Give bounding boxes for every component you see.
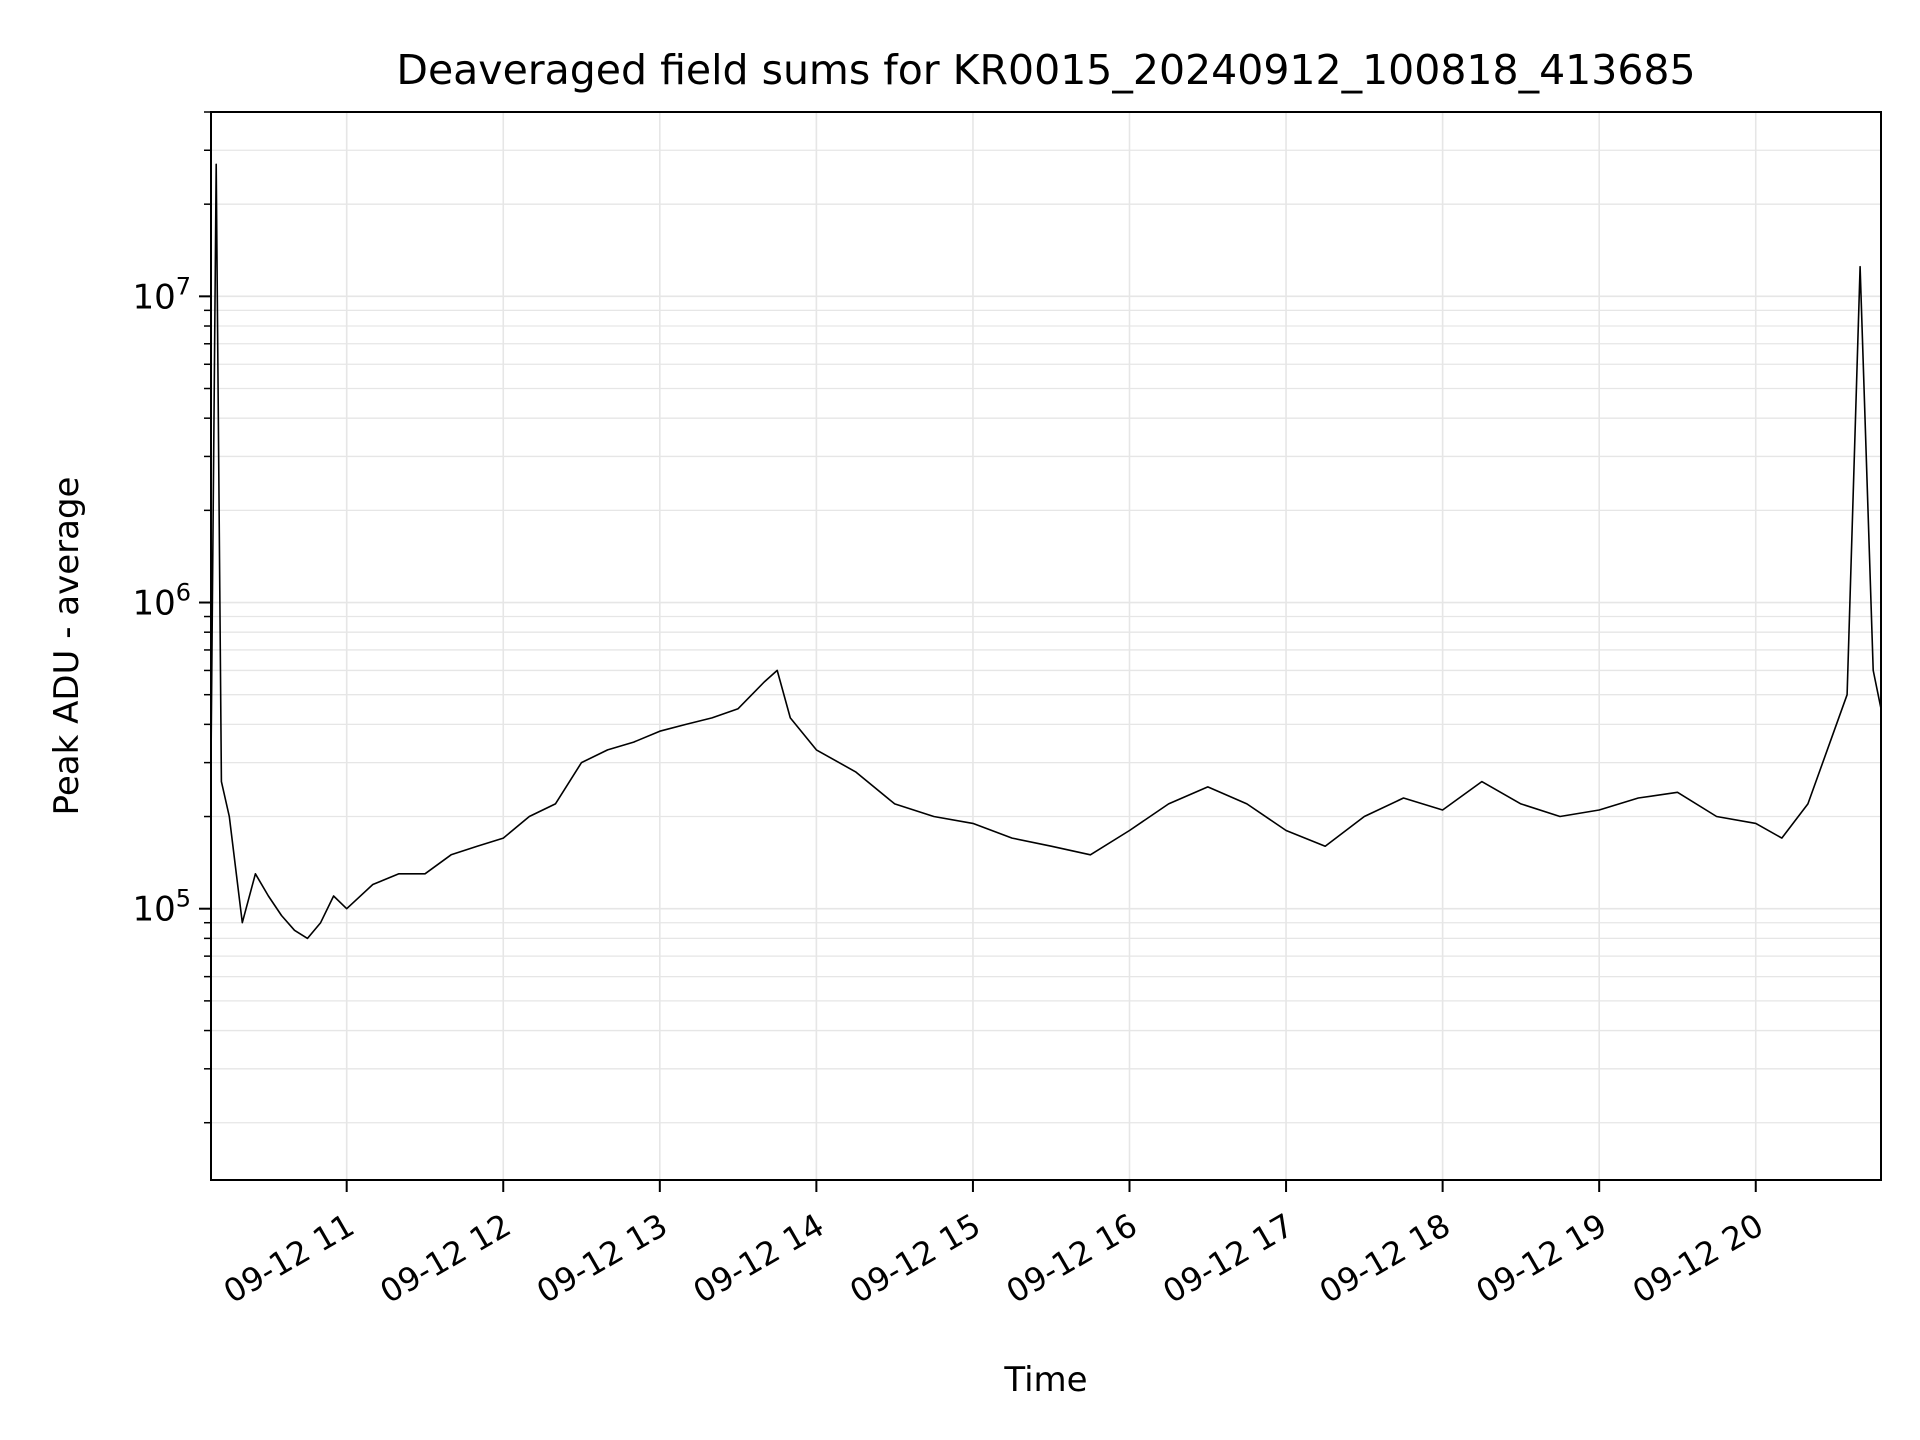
plot-frame xyxy=(210,111,1882,1181)
series-line xyxy=(210,163,1882,940)
y-tick-label: 107 xyxy=(132,272,191,317)
y-tick-label: 105 xyxy=(132,885,191,930)
y-axis-label: Peak ADU - average xyxy=(47,477,87,816)
grid xyxy=(211,111,1881,1180)
x-axis-label: Time xyxy=(1003,1360,1087,1400)
y-tick-label: 106 xyxy=(132,579,191,624)
chart-title: Deaveraged field sums for KR0015_2024091… xyxy=(396,46,1695,94)
series-group xyxy=(210,163,1882,940)
